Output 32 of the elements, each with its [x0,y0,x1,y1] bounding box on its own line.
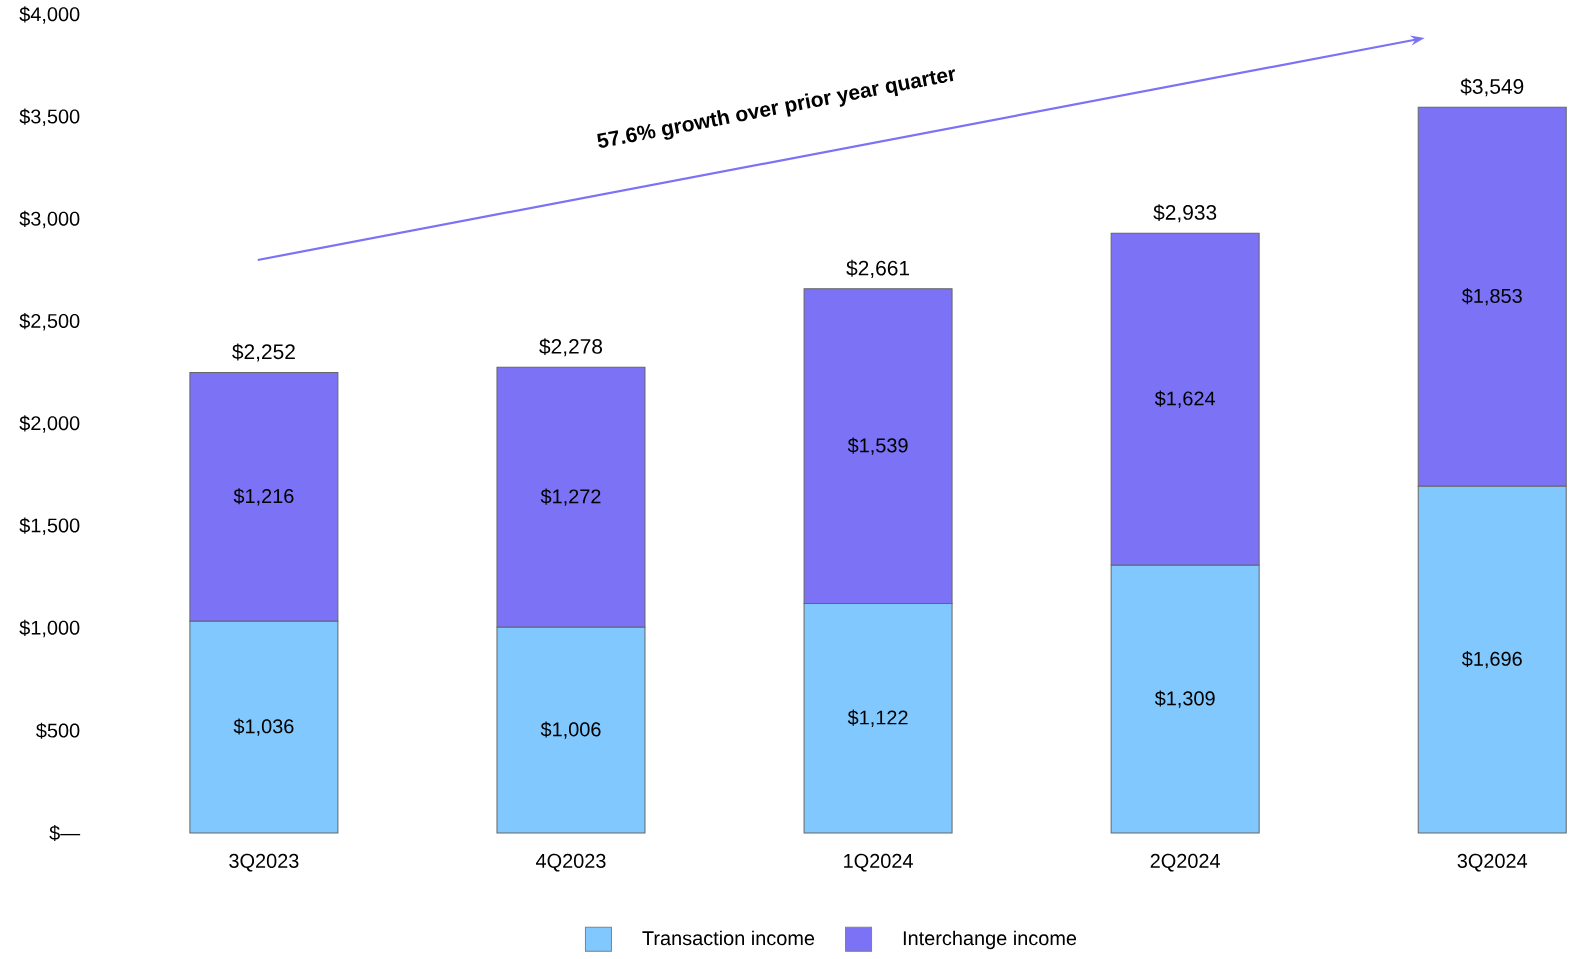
data-label: $1,539 [847,437,908,455]
annotation: 57.6% growth over prior year quarter [597,69,956,148]
x-tick-label: 4Q2023 [535,853,606,872]
data-label: $1,036 [233,718,294,736]
y-tick-label: $2,000 [19,415,80,433]
total-label: $2,661 [846,259,910,278]
x-tick-label: 2Q2024 [1150,853,1221,872]
y-tick-label: $1,000 [19,619,80,638]
y-tick-label: $3,000 [19,210,80,229]
x-tick-label: 3Q2024 [1457,853,1528,872]
y-tick-label: $3,500 [19,108,80,126]
data-label: $1,272 [540,488,601,506]
data-label: $1,624 [1154,390,1216,408]
total-label: $3,549 [1460,78,1524,97]
x-tick-label: 1Q2024 [844,853,913,872]
y-tick-label: $4,000 [19,6,80,24]
data-label: $1,309 [1154,690,1215,708]
data-label: $1,853 [1461,288,1522,306]
total-label: $2,252 [232,343,295,362]
total-label: $2,933 [1153,204,1217,223]
data-label: $1,696 [1461,650,1522,669]
legend-label: Interchange income [903,930,1077,950]
y-tick-label: $500 [36,722,80,739]
y-tick-label: $2,500 [19,313,80,331]
y-tick-label: $— [49,824,81,842]
legend-label: Transaction income [642,930,815,946]
data-label: $1,122 [847,709,908,727]
y-tick-label: $1,500 [19,517,80,535]
total-label: $2,278 [539,338,603,357]
x-tick-label: 3Q2023 [229,853,299,872]
data-label: $1,006 [540,721,601,739]
data-label: $1,216 [233,488,294,506]
